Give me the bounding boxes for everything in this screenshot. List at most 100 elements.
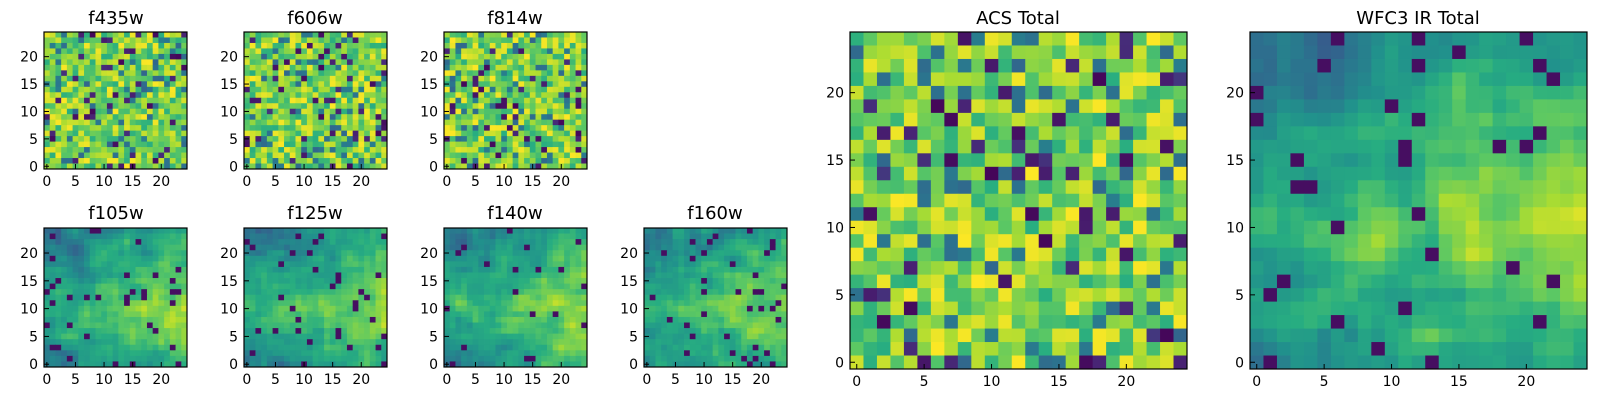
heatmap-cell — [524, 228, 531, 234]
x-tick-label: 10 — [95, 174, 113, 190]
heatmap-cell — [375, 339, 382, 346]
heatmap-cell — [89, 103, 96, 110]
heatmap-cell — [558, 81, 565, 88]
heatmap-cell — [49, 103, 56, 110]
heatmap-cell — [529, 300, 536, 307]
heatmap-cell — [495, 300, 502, 307]
heatmap-cell — [129, 278, 136, 284]
heatmap-cell — [329, 255, 336, 262]
heatmap-cell — [295, 92, 302, 99]
heatmap-cell — [72, 141, 79, 148]
heatmap-cell — [930, 58, 945, 73]
heatmap-cell — [278, 311, 285, 318]
heatmap-cell — [564, 64, 571, 71]
heatmap-cell — [152, 255, 159, 262]
heatmap-cell — [301, 261, 308, 268]
heatmap-cell — [358, 152, 365, 159]
heatmap-cell — [501, 300, 508, 307]
heatmap-cell — [78, 141, 85, 148]
heatmap-cell — [141, 147, 148, 153]
heatmap-cell — [72, 255, 79, 262]
heatmap-cell — [501, 48, 508, 55]
heatmap-cell — [930, 126, 945, 141]
heatmap-cell — [278, 255, 285, 262]
heatmap-cell — [998, 58, 1013, 73]
heatmap-cell — [284, 233, 291, 240]
heatmap-cell — [1092, 99, 1107, 114]
heatmap-cell — [518, 158, 525, 164]
heatmap-cell — [944, 261, 959, 276]
heatmap-cell — [358, 32, 365, 38]
heatmap-cell — [306, 289, 314, 296]
heatmap-cell — [444, 255, 451, 262]
heatmap-cell — [712, 300, 719, 307]
heatmap-cell — [266, 81, 273, 88]
heatmap-cell — [558, 300, 565, 307]
heatmap-cell — [312, 32, 319, 38]
heatmap-cell — [466, 305, 473, 312]
heatmap-cell — [718, 322, 725, 329]
heatmap-cell — [146, 158, 154, 164]
heatmap-cell — [741, 339, 748, 346]
heatmap-cell — [158, 130, 165, 137]
heatmap-cell — [781, 311, 788, 318]
heatmap-cell — [552, 261, 559, 268]
heatmap-cell — [364, 130, 371, 137]
heatmap-cell — [261, 322, 268, 329]
heatmap-cell — [146, 81, 154, 88]
heatmap-cell — [695, 333, 702, 340]
heatmap-cell — [284, 92, 291, 99]
heatmap-cell — [329, 355, 336, 362]
heatmap-cell — [672, 294, 679, 301]
heatmap-cell — [449, 333, 456, 340]
heatmap-cell — [66, 278, 73, 284]
heatmap-cell — [489, 136, 496, 142]
heatmap-cell — [512, 141, 519, 148]
heatmap-cell — [689, 350, 696, 357]
heatmap-cell — [672, 300, 679, 307]
heatmap-cell — [66, 250, 73, 257]
heatmap-cell — [335, 147, 342, 153]
heatmap-cell — [106, 294, 114, 301]
heatmap-cell — [118, 311, 125, 318]
heatmap-cell — [101, 311, 108, 318]
heatmap-cell — [1052, 220, 1067, 235]
heatmap-cell — [106, 239, 114, 246]
heatmap-cell — [764, 272, 771, 279]
heatmap-cell — [449, 147, 456, 153]
heatmap-cell — [512, 53, 519, 60]
heatmap-cell — [55, 130, 62, 137]
heatmap-cell — [775, 311, 782, 318]
heatmap-cell — [141, 32, 148, 38]
heatmap-cell — [541, 163, 548, 170]
heatmap-cell — [890, 99, 905, 114]
heatmap-cell — [101, 350, 108, 357]
heatmap-cell — [352, 233, 359, 240]
heatmap-cell — [569, 333, 576, 340]
heatmap-cell — [971, 112, 986, 127]
heatmap-cell — [1038, 139, 1053, 154]
heatmap-cell — [581, 228, 588, 234]
heatmap-cell — [301, 147, 308, 153]
heatmap-cell — [752, 244, 759, 251]
heatmap-cell — [444, 147, 451, 153]
heatmap-cell — [581, 261, 588, 268]
heatmap-cell — [569, 328, 576, 335]
heatmap-cell — [261, 283, 268, 290]
heatmap-cell — [289, 32, 296, 38]
heatmap-cell — [1106, 112, 1120, 127]
heatmap-cell — [661, 328, 668, 335]
heatmap-cell — [312, 300, 319, 307]
heatmap-cell — [61, 163, 68, 170]
heatmap-cell — [146, 239, 154, 246]
heatmap-cell — [146, 350, 154, 357]
heatmap-cell — [135, 158, 142, 164]
heatmap-cell — [141, 114, 148, 121]
heatmap-cell — [358, 272, 365, 279]
heatmap-cell — [295, 344, 302, 351]
heatmap-cell — [689, 328, 696, 335]
heatmap-cell — [781, 255, 788, 262]
heatmap-cell — [552, 125, 559, 132]
heatmap-cell — [535, 283, 542, 290]
heatmap-cell — [295, 152, 302, 159]
